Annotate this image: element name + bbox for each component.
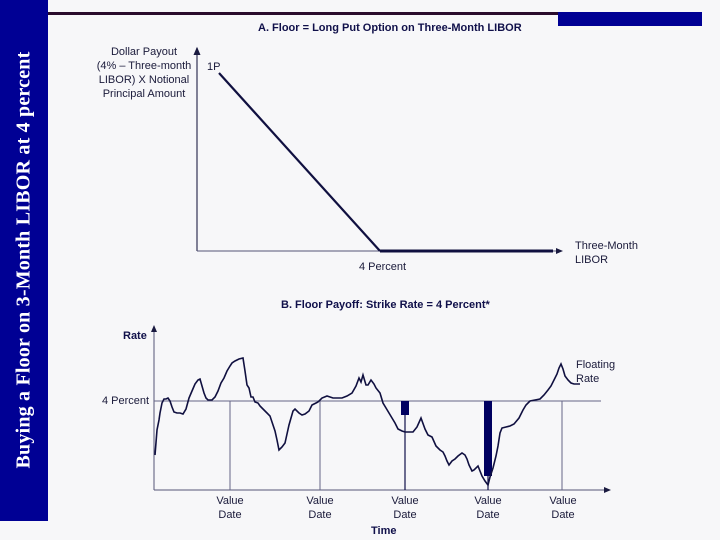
series-label-line: Floating — [576, 359, 616, 371]
value-date-line2: Date — [551, 509, 575, 521]
panel-a-y-label: Dollar Payout (4% – Three-month LIBOR) X… — [96, 45, 192, 101]
value-date-line2: Date — [393, 509, 417, 521]
x-label-line: LIBOR — [575, 254, 609, 266]
value-date-line2: Date — [476, 509, 500, 521]
y-label-line: Principal Amount — [102, 88, 186, 100]
panel-b-x-label: Time — [371, 525, 397, 537]
panel-b-axes — [151, 325, 611, 493]
panel-b-strike-label: 4 Percent — [102, 395, 150, 407]
x-label-line: Three-Month — [575, 240, 638, 252]
y-label-line: LIBOR) X Notional — [98, 74, 190, 86]
value-date-line1: Value — [216, 495, 244, 507]
line-label-1p: 1P — [207, 61, 221, 73]
value-date-line1: Value — [549, 495, 577, 507]
panel-a-payoff-line — [218, 72, 553, 253]
value-date-line1: Value — [306, 495, 334, 507]
value-date-line1: Value — [391, 495, 419, 507]
panel-a-title: A. Floor = Long Put Option on Three-Mont… — [258, 22, 522, 34]
value-date-lines — [229, 401, 563, 490]
panel-a-axes — [193, 46, 563, 254]
value-date-label: Value Date — [468, 494, 508, 522]
sidebar: Buying a Floor on 3-Month LIBOR at 4 per… — [0, 0, 48, 521]
panel-a-x-label: Three-Month LIBOR — [575, 239, 638, 267]
top-accent-bar — [558, 12, 702, 26]
value-date-line1: Value — [474, 495, 502, 507]
floating-rate-label: Floating Rate — [576, 358, 615, 386]
value-date-label: Value Date — [385, 494, 425, 522]
value-date-line2: Date — [218, 509, 242, 521]
value-date-line2: Date — [308, 509, 332, 521]
payoff-bars — [401, 401, 492, 476]
panel-b-y-label: Rate — [123, 330, 147, 342]
y-label-line: Dollar Payout — [110, 46, 178, 58]
floating-rate-line — [154, 357, 580, 487]
value-date-label: Value Date — [543, 494, 583, 522]
series-label-line: Rate — [576, 373, 600, 385]
panel-b-title: B. Floor Payoff: Strike Rate = 4 Percent… — [281, 299, 490, 311]
value-date-label: Value Date — [210, 494, 250, 522]
panel-a-strike-label: 4 Percent — [359, 261, 407, 273]
y-label-line: (4% – Three-month — [96, 60, 192, 72]
value-date-label: Value Date — [300, 494, 340, 522]
top-rule — [48, 12, 560, 15]
